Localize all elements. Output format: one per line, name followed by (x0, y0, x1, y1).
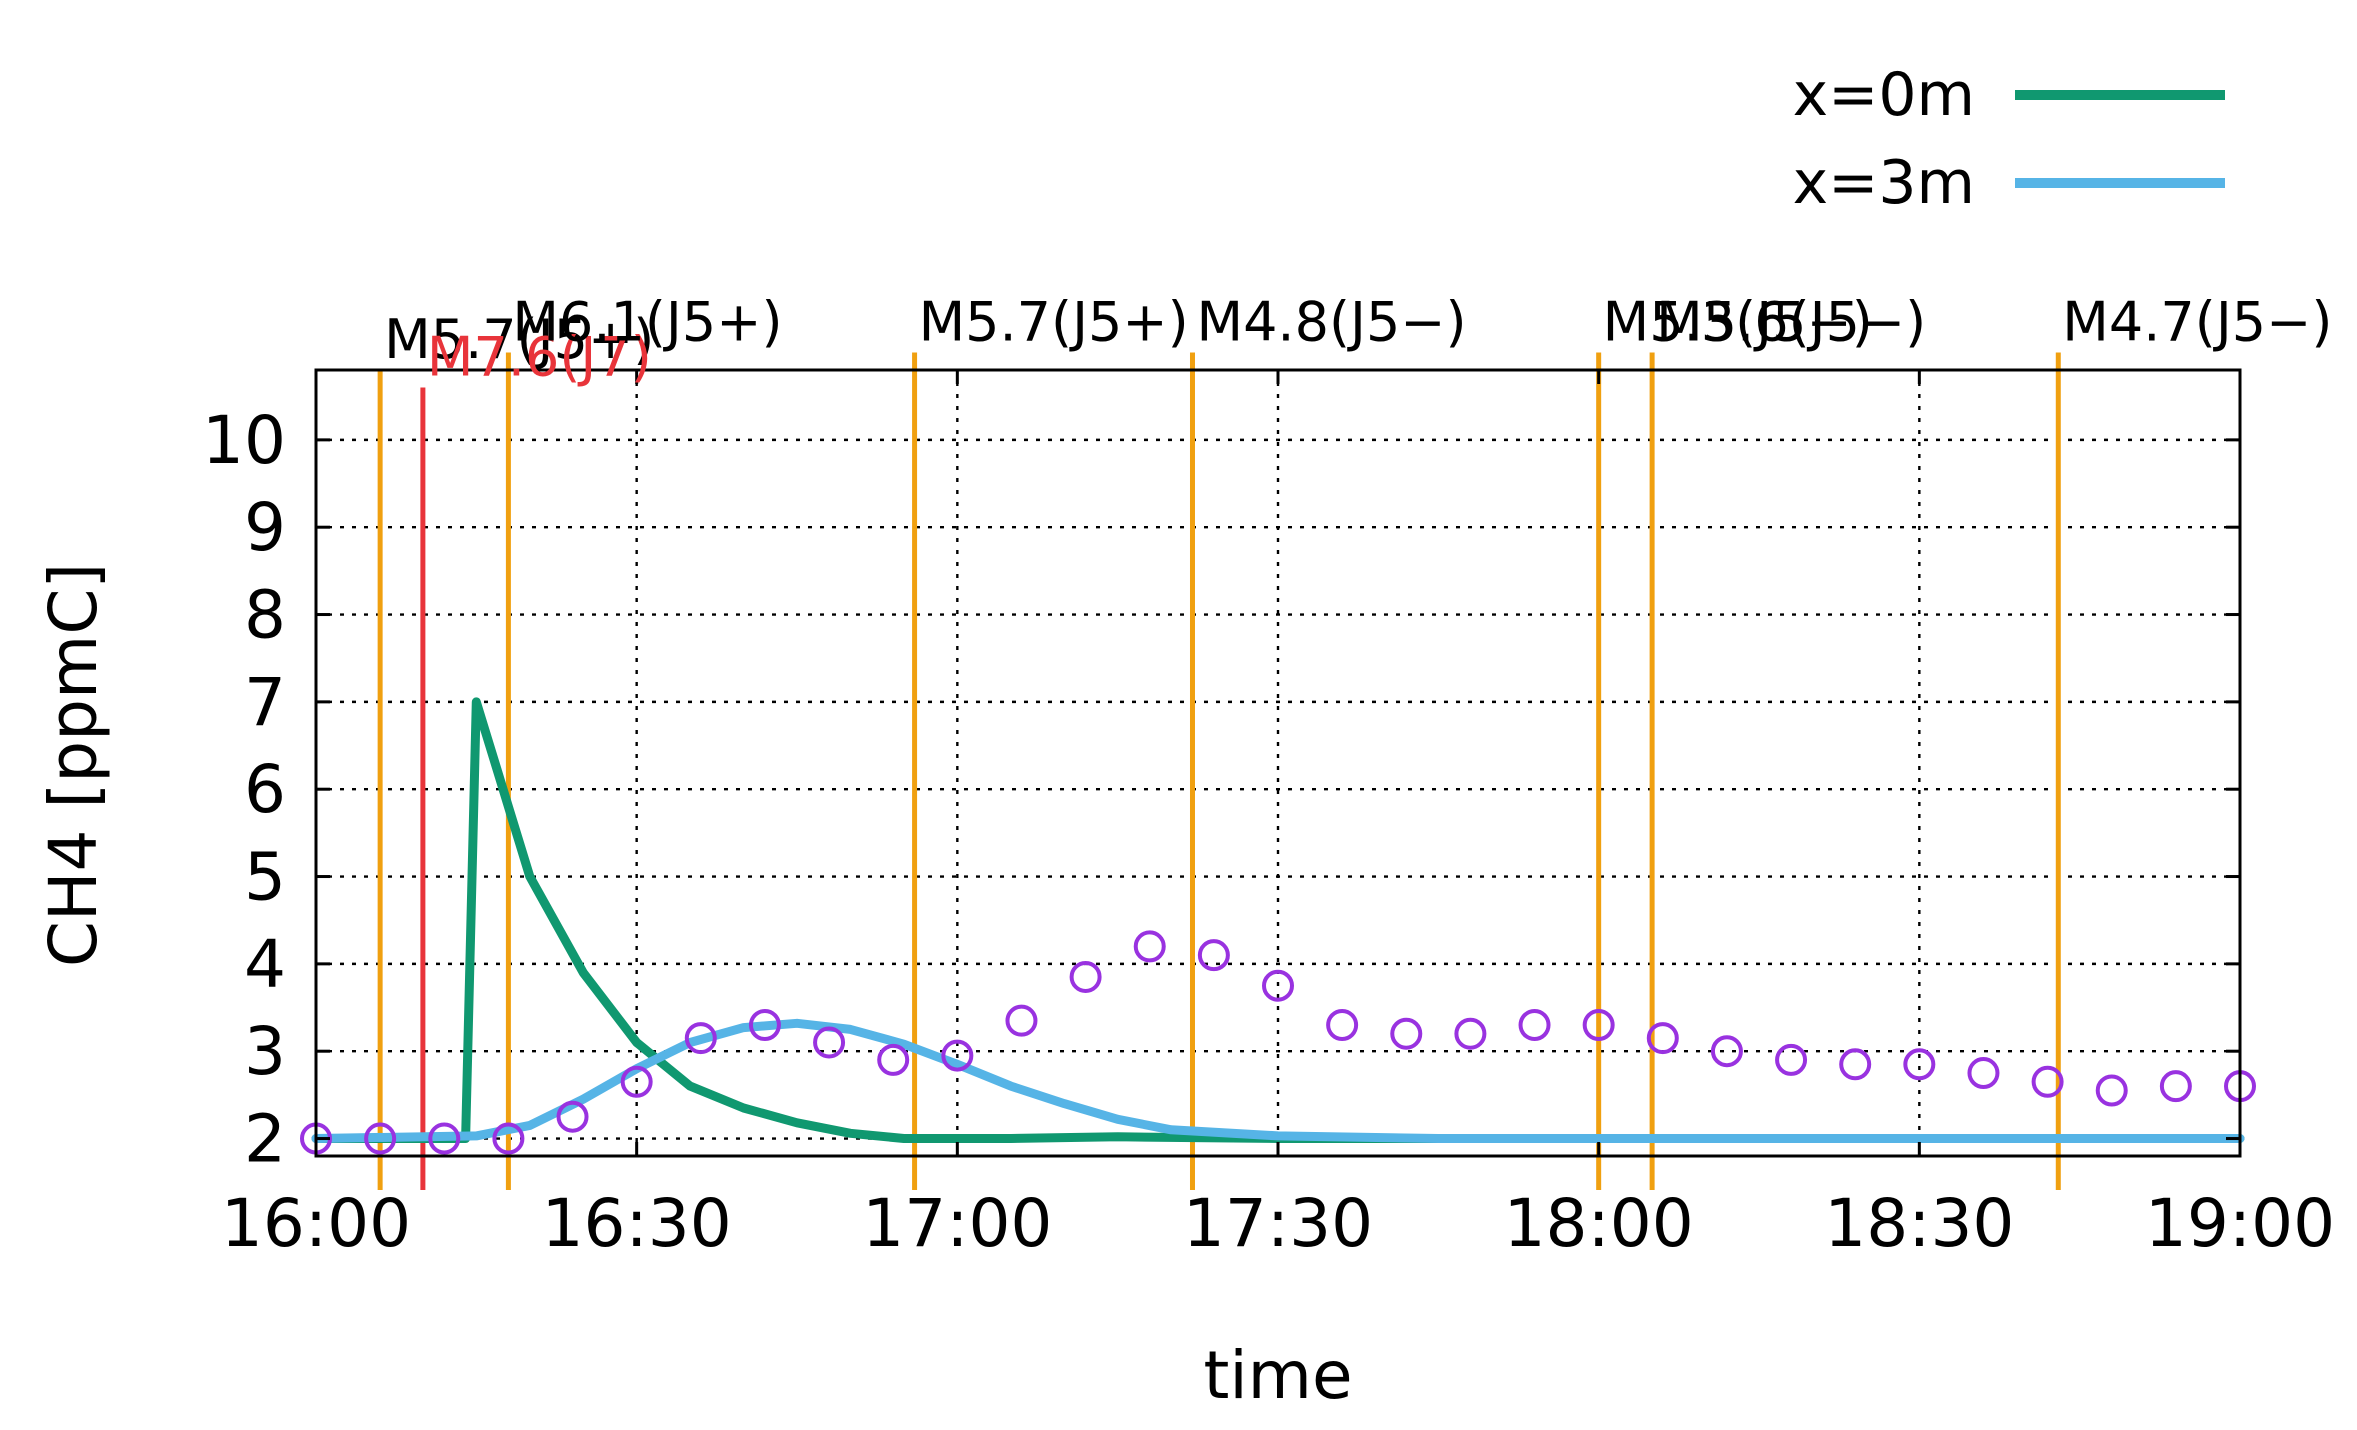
data-point (1839, 1048, 1872, 1081)
series-layer (300, 697, 2256, 1155)
x-axis-ticks: 16:00 16:30 17:00 17:30 18:00 18:30 19:00 (221, 370, 2335, 1262)
x-tick-label: 18:00 (1504, 1185, 1694, 1262)
x-axis-label: time (1203, 1337, 1352, 1414)
data-point (1197, 939, 1230, 972)
data-point (1390, 1017, 1423, 1050)
x-tick-label: 17:00 (862, 1185, 1052, 1262)
y-tick-label: 3 (244, 1013, 286, 1090)
data-point (620, 1065, 653, 1098)
y-tick-label: 2 (244, 1101, 286, 1178)
earthquake-label: M5.7(J5+) (384, 308, 654, 371)
data-point (2159, 1070, 2192, 1103)
x-tick-label: 16:00 (221, 1185, 411, 1262)
data-point (1582, 1009, 1615, 1041)
y-axis-label: CH4 [ppmC] (35, 563, 112, 967)
data-point (556, 1100, 589, 1133)
legend: x=0m x=3m (1793, 60, 2225, 218)
earthquake-labels: M5.7(J5+)M7.6(J7)M6.1(J5+) M5.7(J5+) M4.8(… (384, 291, 2332, 389)
x-tick-label: 17:30 (1183, 1185, 1373, 1262)
data-point (941, 1039, 974, 1072)
data-point (684, 1022, 717, 1055)
data-point (1069, 960, 1102, 993)
earthquake-markers (377, 352, 2061, 1190)
data-point (1454, 1017, 1487, 1050)
x-tick-label: 18:30 (1824, 1185, 2014, 1262)
earthquake-label: M6.1(J5+) (512, 291, 782, 354)
data-point (428, 1122, 461, 1155)
y-tick-label: 7 (244, 664, 286, 741)
y-tick-label: 10 (202, 402, 286, 479)
data-point (1710, 1035, 1743, 1068)
y-tick-label: 8 (244, 577, 286, 654)
y-tick-label: 9 (244, 489, 286, 566)
data-point (2095, 1074, 2128, 1107)
earthquake-label: M5.6(J5−) (1656, 291, 1926, 354)
earthquake-label: M5.7(J5+) (919, 291, 1189, 354)
earthquake-label: M4.7(J5−) (2062, 291, 2332, 354)
grid (314, 370, 2242, 1156)
data-point (364, 1122, 397, 1155)
data-point (1326, 1009, 1359, 1041)
x-tick-label: 19:00 (2145, 1185, 2335, 1262)
data-point (748, 1009, 781, 1041)
series-line-0 (311, 697, 2245, 1143)
earthquake-label: M5.3(J5−) (1603, 291, 1873, 354)
legend-label: x=0m (1793, 60, 1975, 130)
y-tick-label: 6 (244, 751, 286, 828)
data-point (1005, 1004, 1038, 1037)
y-tick-label: 4 (244, 926, 286, 1003)
data-point (877, 1043, 910, 1076)
data-point (492, 1122, 525, 1155)
data-point (1903, 1048, 1936, 1081)
plot-frame (314, 368, 2242, 1158)
data-point (1967, 1057, 2000, 1090)
y-tick-label: 5 (244, 839, 286, 916)
data-point (2031, 1065, 2064, 1098)
x-tick-label: 16:30 (542, 1185, 732, 1262)
legend-label: x=3m (1793, 148, 1975, 218)
earthquake-label: M7.6(J7) (427, 325, 652, 388)
data-point (1775, 1043, 1808, 1076)
data-point (1646, 1022, 1679, 1055)
data-point (1133, 930, 1166, 963)
data-point (1518, 1009, 1551, 1041)
data-point (1262, 969, 1294, 1002)
y-axis-ticks: 2 3 4 5 6 7 8 9 10 (202, 402, 2240, 1178)
data-point (813, 1026, 846, 1059)
earthquake-label: M4.8(J5−) (1196, 291, 1466, 354)
